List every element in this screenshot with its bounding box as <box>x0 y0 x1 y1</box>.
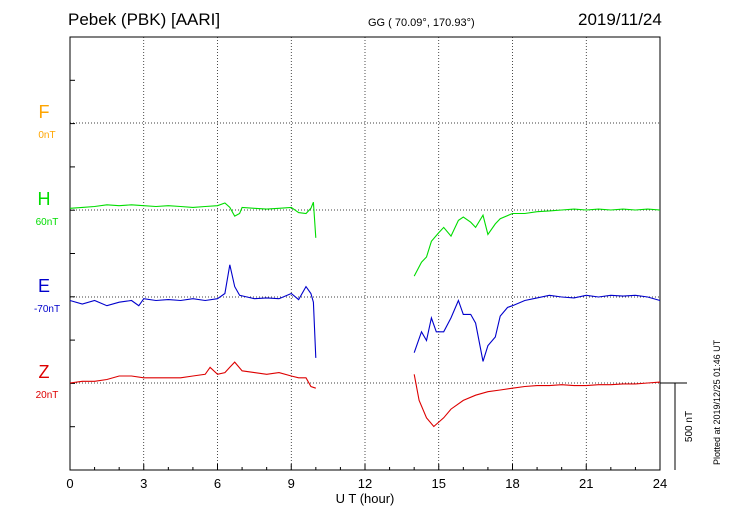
component-label-F: F <box>39 102 50 122</box>
series-line-H <box>69 201 317 238</box>
component-offset-F: 0nT <box>38 130 55 141</box>
x-tick-label: 3 <box>140 476 147 491</box>
x-tick-label: 12 <box>358 476 372 491</box>
series-line-E <box>413 294 661 362</box>
component-label-Z: Z <box>39 362 50 382</box>
x-tick-label: 24 <box>653 476 667 491</box>
component-offset-E: -70nT <box>34 304 60 315</box>
x-tick-label: 15 <box>432 476 446 491</box>
station-title: Pebek (PBK) [AARI] <box>68 10 221 29</box>
component-offset-Z: 20nT <box>36 390 59 401</box>
x-tick-label: 0 <box>66 476 73 491</box>
x-axis-label: U T (hour) <box>336 491 395 506</box>
component-label-H: H <box>38 189 51 209</box>
component-label-E: E <box>38 276 50 296</box>
x-tick-label: 18 <box>505 476 519 491</box>
x-tick-label: 21 <box>579 476 593 491</box>
series-line-H <box>413 208 661 277</box>
series-line-E <box>69 264 317 358</box>
scale-bar-label: 500 nT <box>684 411 695 442</box>
coordinates: GG ( 70.09°, 170.93°) <box>368 17 475 29</box>
series-line-Z <box>413 374 661 428</box>
x-tick-label: 6 <box>214 476 221 491</box>
series-line-Z <box>69 361 316 389</box>
date-title: 2019/11/24 <box>578 10 662 29</box>
x-tick-label: 9 <box>288 476 295 491</box>
component-offset-H: 60nT <box>36 217 59 228</box>
